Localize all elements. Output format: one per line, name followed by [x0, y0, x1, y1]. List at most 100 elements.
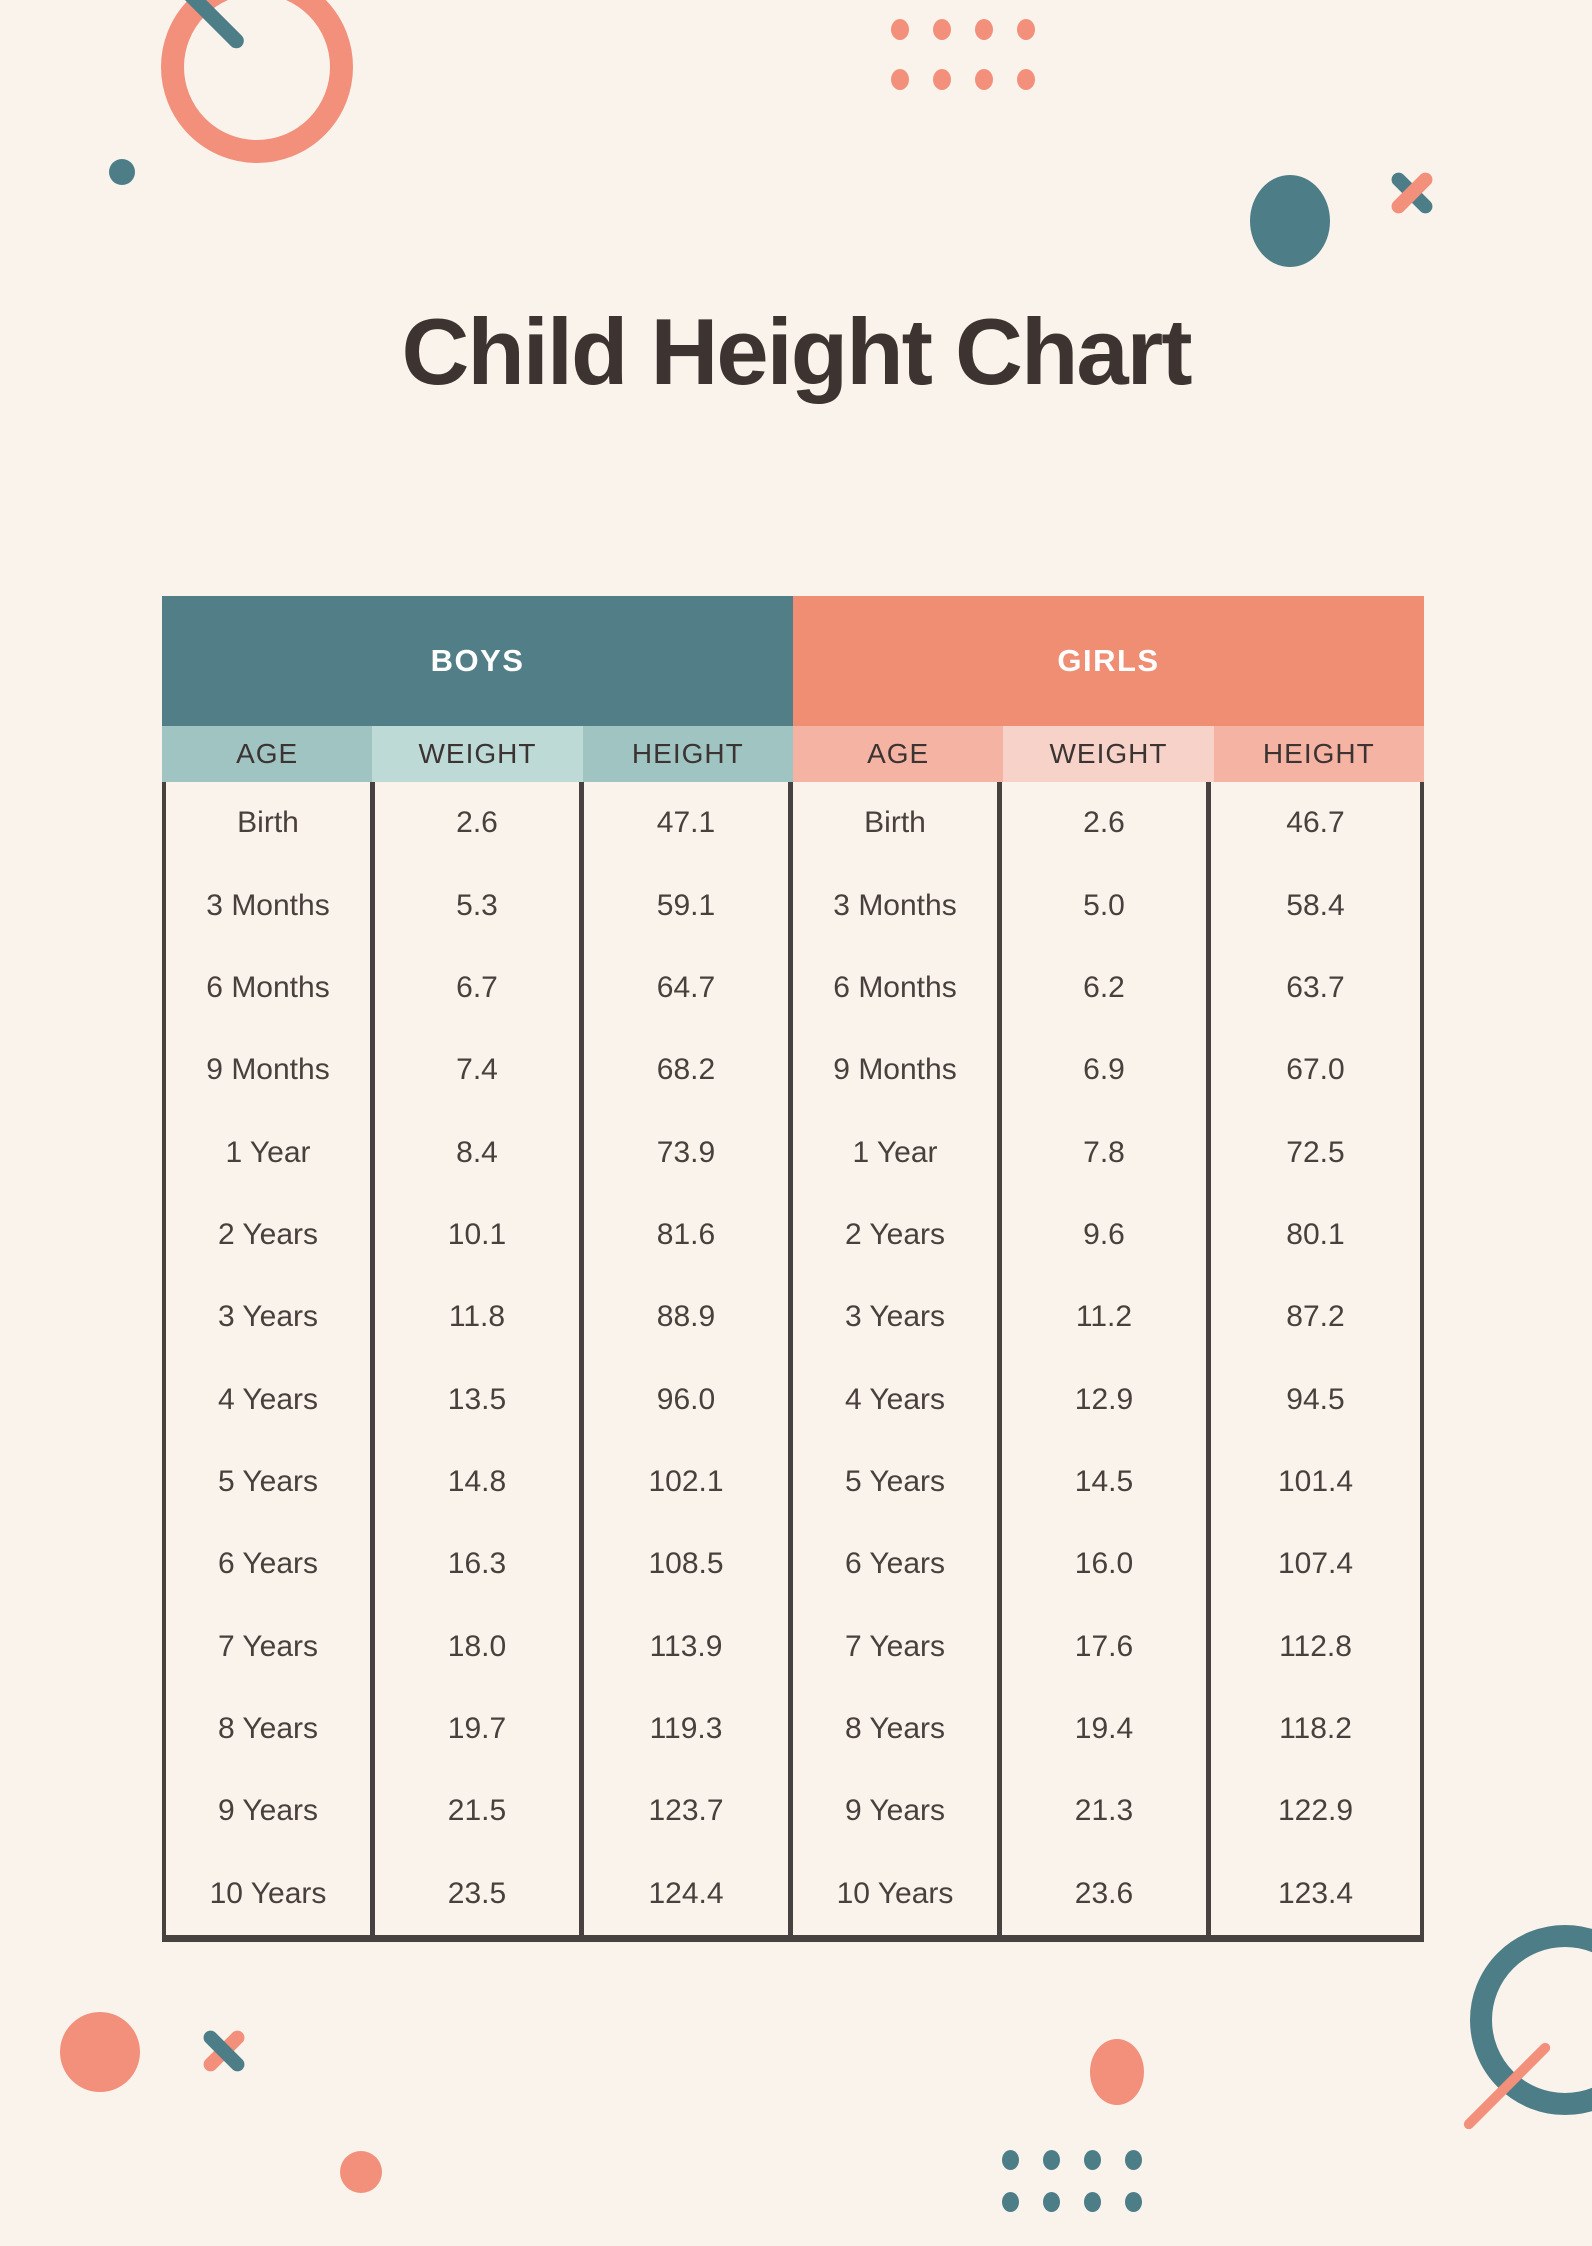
girls-weight-cell: 2.6 [1002, 782, 1211, 865]
boys-weight-cell: 14.8 [375, 1440, 584, 1524]
boys-header: BOYS [162, 596, 793, 726]
boys-weight-cell: 10.1 [375, 1193, 584, 1277]
teal-dots-grid-decoration [1002, 2150, 1166, 2234]
girls-height-cell: 112.8 [1279, 1629, 1352, 1663]
boys-age-cell: Birth [166, 782, 375, 865]
boys-height-cell: 123.7 [584, 1770, 793, 1853]
boys-age-cell: 9 Years [166, 1770, 375, 1853]
girls-age-cell: 6 Years [793, 1523, 1002, 1606]
boys-height-cell: 73.9 [584, 1111, 793, 1194]
girls-height-cell: 107.4 [1277, 1547, 1354, 1581]
coral-dots-grid-decoration [891, 19, 1059, 119]
boys-weight-cell: 19.7 [375, 1687, 584, 1771]
x-mark-decoration [198, 2025, 250, 2077]
girls-height-cell: 87.2 [1286, 1300, 1345, 1334]
coral-ring-decoration [161, 0, 353, 163]
girls-weight-cell: 6.2 [1002, 946, 1211, 1030]
girls-age-cell: 4 Years [793, 1358, 1002, 1441]
girls-age-cell: 2 Years [793, 1193, 1002, 1277]
girls-weight-cell: 7.8 [1002, 1111, 1211, 1194]
boys-age-cell: 3 Months [166, 864, 375, 947]
girls-weight-cell: 16.0 [1002, 1523, 1211, 1606]
boys-height-cell: 64.7 [584, 946, 793, 1030]
boys-weight-cell: 2.6 [375, 782, 584, 865]
girls-weight-cell: 19.4 [1002, 1687, 1211, 1771]
boys-weight-cell: 21.5 [375, 1770, 584, 1853]
boys-age-cell: 5 Years [166, 1440, 375, 1524]
boys-weight-cell: 16.3 [375, 1523, 584, 1606]
girls-age-cell: 9 Months [793, 1029, 1002, 1112]
girls-age-cell: Birth [793, 782, 1002, 865]
girls-weight-cell: 17.6 [1002, 1605, 1211, 1688]
girls-age-cell: 10 Years [793, 1852, 1002, 1935]
girls-weight-cell: 23.6 [1002, 1852, 1211, 1935]
boys-height-cell: 81.6 [584, 1193, 793, 1277]
girls-age-cell: 8 Years [793, 1687, 1002, 1771]
girls-weight-cell: 5.0 [1002, 864, 1211, 947]
boys-height-cell: 59.1 [584, 864, 793, 947]
boys-age-cell: 6 Years [166, 1523, 375, 1606]
girls-age-cell: 1 Year [793, 1111, 1002, 1194]
girls-height-cell: 63.7 [1286, 970, 1345, 1004]
boys-height-cell: 108.5 [584, 1523, 793, 1606]
girls-weight-cell: 21.3 [1002, 1770, 1211, 1853]
girls-height-cell: 58.4 [1286, 888, 1345, 922]
boys-weight-cell: 6.7 [375, 946, 584, 1030]
boys-height-cell: 96.0 [584, 1358, 793, 1441]
girls-height-cell: 67.0 [1286, 1053, 1345, 1087]
boys-age-cell: 4 Years [166, 1358, 375, 1441]
height-chart-table: BOYS GIRLS AGE WEIGHT HEIGHT AGE WEIGHT … [162, 596, 1424, 1942]
girls-age-cell: 3 Years [793, 1276, 1002, 1359]
x-mark-decoration [1386, 167, 1438, 219]
girls-age-cell: 5 Years [793, 1440, 1002, 1524]
boys-weight-cell: 11.8 [375, 1276, 584, 1359]
boys-age-cell: 10 Years [166, 1852, 375, 1935]
boys-weight-cell: 18.0 [375, 1605, 584, 1688]
girls-height-cell: 94.5 [1286, 1382, 1345, 1416]
boys-weight-column-header: WEIGHT [372, 726, 583, 782]
table-column-headers: AGE WEIGHT HEIGHT AGE WEIGHT HEIGHT [162, 726, 1424, 782]
girls-age-cell: 9 Years [793, 1770, 1002, 1853]
coral-ellipse-decoration [1090, 2039, 1144, 2105]
boys-age-cell: 3 Years [166, 1276, 375, 1359]
girls-age-column-header: AGE [792, 726, 1004, 782]
girls-height-cell: 123.4 [1277, 1876, 1354, 1910]
girls-height-cell: 122.9 [1277, 1794, 1354, 1828]
girls-height-column-header: HEIGHT [1213, 726, 1424, 782]
boys-height-cell: 119.3 [584, 1687, 793, 1771]
boys-height-cell: 47.1 [584, 782, 793, 865]
boys-age-cell: 2 Years [166, 1193, 375, 1277]
boys-weight-cell: 5.3 [375, 864, 584, 947]
table-group-header: BOYS GIRLS [162, 596, 1424, 726]
girls-age-cell: 7 Years [793, 1605, 1002, 1688]
coral-circle-decoration [60, 2012, 140, 2092]
boys-age-cell: 6 Months [166, 946, 375, 1030]
teal-circle-decoration [1250, 175, 1330, 267]
coral-dot-decoration [340, 2151, 382, 2193]
boys-height-cell: 113.9 [584, 1605, 793, 1688]
boys-weight-cell: 13.5 [375, 1358, 584, 1441]
boys-weight-cell: 7.4 [375, 1029, 584, 1112]
girls-weight-cell: 14.5 [1002, 1440, 1211, 1524]
boys-weight-cell: 23.5 [375, 1852, 584, 1935]
girls-height-cell: 101.4 [1277, 1465, 1354, 1499]
girls-weight-cell: 9.6 [1002, 1193, 1211, 1277]
boys-age-cell: 8 Years [166, 1687, 375, 1771]
girls-height-cell: 80.1 [1286, 1217, 1345, 1251]
girls-header: GIRLS [793, 596, 1424, 726]
girls-weight-column-header: WEIGHT [1003, 726, 1214, 782]
girls-height-cell: 46.7 [1286, 806, 1345, 840]
boys-age-cell: 1 Year [166, 1111, 375, 1194]
girls-height-cell: 118.2 [1279, 1712, 1352, 1746]
boys-height-cell: 68.2 [584, 1029, 793, 1112]
boys-height-cell: 124.4 [584, 1852, 793, 1935]
boys-age-cell: 7 Years [166, 1605, 375, 1688]
teal-ring-decoration [1470, 1925, 1592, 2115]
boys-height-column-header: HEIGHT [582, 726, 793, 782]
boys-height-cell: 88.9 [584, 1276, 793, 1359]
boys-age-cell: 9 Months [166, 1029, 375, 1112]
girls-age-cell: 6 Months [793, 946, 1002, 1030]
boys-height-cell: 102.1 [584, 1440, 793, 1524]
girls-weight-cell: 6.9 [1002, 1029, 1211, 1112]
